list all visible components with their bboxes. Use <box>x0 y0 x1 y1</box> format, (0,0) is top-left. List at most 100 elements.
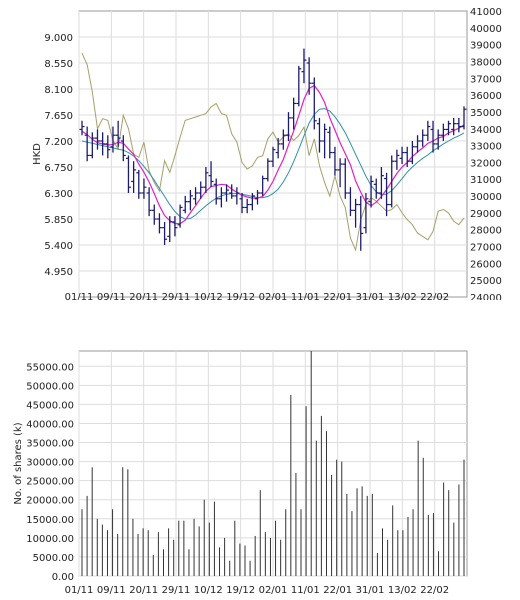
ohlc-bar <box>409 141 415 165</box>
ohlc-bar <box>404 146 410 167</box>
volume-ytick-label: 20000.00 <box>26 496 74 507</box>
volume-xtick-label: 13/02 <box>388 585 417 596</box>
ohlc-bar <box>285 112 291 141</box>
ohlc-bar <box>415 135 421 153</box>
index-ytick-label: 41000 <box>470 7 502 18</box>
ohlc-bar <box>249 193 255 211</box>
index-line <box>81 52 465 252</box>
ohlc-bar <box>358 195 364 251</box>
ohlc-bar <box>89 132 95 159</box>
ohlc-bar <box>363 193 369 234</box>
ohlc-bar <box>255 190 261 205</box>
index-ytick-label: 40000 <box>470 24 502 35</box>
ohlc-bar <box>151 204 157 225</box>
price-xtick-label: 10/12 <box>194 292 223 300</box>
ohlc-bar <box>162 221 168 245</box>
index-ytick-label: 36000 <box>470 91 502 102</box>
ohlc-bar <box>456 117 462 133</box>
index-ytick-label: 31000 <box>470 175 502 186</box>
ohlc-bar <box>389 155 395 208</box>
ohlc-bar <box>425 120 431 141</box>
ohlc-bar <box>420 129 426 147</box>
price-ytick-label: 7.650 <box>44 111 73 122</box>
index-ytick-label: 33000 <box>470 142 502 153</box>
ohlc-bar <box>327 126 333 159</box>
ohlc-bar <box>224 184 230 202</box>
index-ytick-label: 27000 <box>470 243 502 254</box>
price-ytick-label: 6.750 <box>44 163 73 174</box>
price-xtick-label: 09/11 <box>97 292 126 300</box>
price-ytick-label: 5.400 <box>44 241 73 252</box>
price-ytick-label: 5.850 <box>44 215 73 226</box>
ohlc-bar <box>172 216 178 237</box>
ohlc-bar <box>239 193 245 214</box>
volume-ylabel: No. of shares (k) <box>13 422 24 504</box>
volume-ytick-label: 35000.00 <box>26 439 74 450</box>
ohlc-bar <box>203 167 209 193</box>
volume-ytick-label: 50000.00 <box>26 381 74 392</box>
ohlc-bar <box>213 178 219 205</box>
ohlc-bar <box>234 187 240 205</box>
index-ytick-label: 25000 <box>470 276 502 287</box>
ohlc-bar <box>301 48 307 84</box>
price-xtick-label: 31/01 <box>356 292 385 300</box>
ohlc-bar <box>280 129 286 150</box>
ohlc-bar <box>167 216 173 243</box>
ohlc-bar <box>84 126 90 162</box>
ohlc-bar <box>378 167 384 199</box>
ohlc-bar <box>368 175 374 208</box>
ohlc-bar <box>430 120 436 153</box>
ohlc-bar <box>384 172 390 217</box>
ohlc-bar <box>265 158 271 182</box>
ohlc-bar <box>270 146 276 167</box>
price-xtick-label: 20/11 <box>129 292 158 300</box>
ohlc-bar <box>115 120 121 147</box>
ohlc-bar <box>156 213 162 234</box>
index-ytick-label: 29000 <box>470 209 502 220</box>
ohlc-bar <box>136 169 142 199</box>
ohlc-bar <box>394 149 400 170</box>
index-ytick-label: 35000 <box>470 108 502 119</box>
ohlc-bar <box>110 126 116 153</box>
price-chart: 4.950 5.400 5.850 6.300 6.750 7.200 7.650 8.100… <box>32 7 502 300</box>
volume-ytick-label: 45000.00 <box>26 400 74 411</box>
volume-ytick-label: 5000.00 <box>33 553 74 564</box>
price-xtick-label: 02/01 <box>259 292 288 300</box>
volume-chart: 0.00 5000.00 10000.00 15000.00 20000.00 25000… <box>13 350 468 596</box>
ohlc-bar <box>141 178 147 199</box>
ohlc-bar <box>373 178 379 199</box>
ohlc-bar <box>451 117 457 136</box>
index-ytick-label: 32000 <box>470 158 502 169</box>
ohlc-bar <box>399 146 405 165</box>
index-ytick-label: 24000 <box>470 293 502 300</box>
ma-long-line <box>81 108 465 220</box>
ohlc-bar <box>446 120 452 136</box>
price-ytick-label: 8.100 <box>44 85 73 96</box>
volume-xtick-label: 19/12 <box>226 585 255 596</box>
price-xtick-label: 01/11 <box>65 292 94 300</box>
price-ylabel: HKD <box>32 143 43 165</box>
ohlc-bar <box>193 187 199 205</box>
ohlc-bar <box>131 161 137 193</box>
volume-xtick-label: 01/11 <box>65 585 94 596</box>
volume-xtick-label: 22/01 <box>323 585 352 596</box>
price-ytick-label: 8.550 <box>44 59 73 70</box>
ohlc-bar <box>198 181 204 199</box>
price-xtick-label: 22/01 <box>323 292 352 300</box>
ohlc-bar <box>125 155 131 193</box>
volume-xtick-label: 02/01 <box>259 585 288 596</box>
ohlc-bar <box>353 198 359 228</box>
ohlc-bar <box>342 158 348 199</box>
index-ytick-label: 34000 <box>470 125 502 136</box>
index-ytick-label: 39000 <box>470 41 502 52</box>
ohlc-bar <box>120 135 126 162</box>
ohlc-bar <box>435 129 441 150</box>
index-ytick-label: 38000 <box>470 57 502 68</box>
ohlc-bar <box>322 123 328 159</box>
volume-xtick-label: 10/12 <box>194 585 223 596</box>
volume-ytick-label: 0.00 <box>52 572 74 583</box>
ohlc-bar <box>260 175 266 196</box>
ohlc-bar <box>229 184 235 199</box>
ohlc-bar <box>187 190 193 211</box>
ohlc-bar <box>311 77 317 130</box>
